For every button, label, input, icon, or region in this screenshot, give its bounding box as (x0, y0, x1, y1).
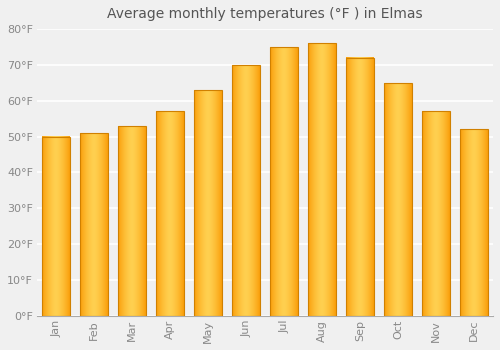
Bar (308, 43, 336, 316)
Bar (232, 65, 260, 316)
Bar (460, 130, 487, 316)
Bar (42, 136, 70, 316)
Bar (346, 58, 374, 316)
Bar (422, 112, 450, 316)
Bar (118, 126, 146, 316)
Title: Average monthly temperatures (°F ) in Elmas: Average monthly temperatures (°F ) in El… (108, 7, 423, 21)
Bar (270, 47, 298, 316)
Bar (194, 90, 222, 316)
Bar (80, 133, 108, 316)
Bar (156, 112, 184, 316)
Bar (384, 83, 411, 316)
